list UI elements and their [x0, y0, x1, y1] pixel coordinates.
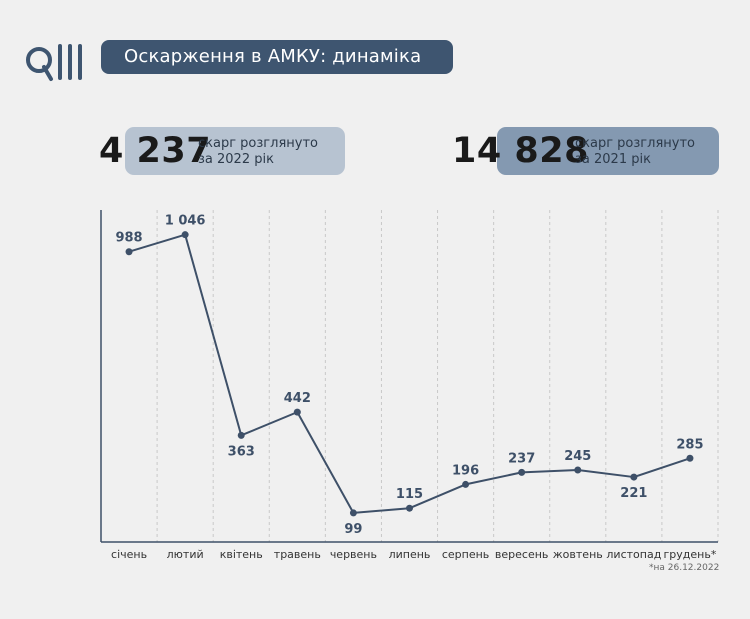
data-point — [686, 454, 694, 462]
stat-line2: за 2022 рік — [198, 152, 274, 167]
data-point — [125, 248, 133, 256]
data-label: 442 — [284, 391, 311, 406]
data-point — [237, 431, 245, 439]
data-label: 285 — [676, 437, 703, 452]
x-tick-label: липень — [389, 548, 431, 561]
stat-line1: скарг розглянуто — [575, 136, 695, 151]
stat-number: 4 237 — [99, 131, 212, 171]
stat-2021: 14 828 скарг розглянуто за 2021 рік — [452, 127, 722, 175]
stat-description: скарг розглянуто за 2022 рік — [198, 136, 318, 168]
data-label: 99 — [344, 522, 362, 537]
data-point — [518, 468, 526, 476]
data-point — [574, 466, 582, 474]
x-tick-label: квітень — [220, 548, 263, 561]
stat-number: 14 828 — [452, 131, 589, 171]
x-tick-label: січень — [111, 548, 147, 561]
chart-footnote: *на 26.12.2022 — [649, 563, 720, 573]
data-label: 363 — [228, 444, 255, 459]
x-tick-label: вересень — [495, 548, 549, 561]
data-point — [462, 480, 470, 488]
stat-description: скарг розглянуто за 2021 рік — [575, 136, 695, 168]
x-tick-label: жовтень — [553, 548, 603, 561]
x-tick-label: лютий — [167, 548, 204, 561]
stat-pill — [497, 127, 719, 175]
data-label: 237 — [508, 451, 535, 466]
stat-pill — [125, 127, 345, 175]
stat-line1: скарг розглянуто — [198, 136, 318, 151]
data-point — [293, 408, 301, 416]
x-tick-label: червень — [330, 548, 377, 561]
page-title: Оскарження в АМКУ: динаміка — [101, 40, 453, 74]
data-label: 115 — [396, 487, 423, 502]
stat-line2: за 2021 рік — [575, 152, 651, 167]
data-label: 196 — [452, 463, 479, 478]
data-label: 245 — [564, 449, 591, 464]
data-point — [406, 504, 413, 512]
data-label: 221 — [620, 486, 647, 501]
logo-icon — [26, 44, 82, 81]
x-tick-label: травень — [274, 548, 321, 561]
stat-2022: 4 237 скарг розглянуто за 2022 рік — [99, 127, 349, 175]
data-point — [630, 473, 638, 481]
data-point — [181, 231, 189, 239]
x-tick-label: листопад — [606, 548, 661, 561]
data-label: 988 — [115, 231, 142, 246]
data-point — [349, 509, 357, 517]
x-tick-label: серпень — [442, 548, 489, 561]
data-label: 1 046 — [165, 214, 206, 229]
x-tick-label: грудень* — [664, 548, 717, 561]
